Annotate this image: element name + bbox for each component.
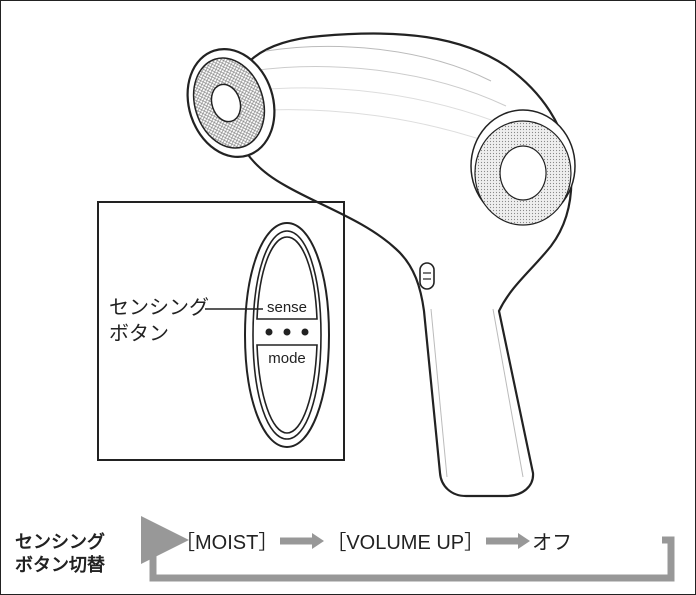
switch-row-title: センシング ボタン切替 — [1, 531, 141, 578]
flow-state-2: オフ — [532, 526, 572, 555]
leader-line — [1, 1, 696, 511]
arrow-icon — [278, 532, 326, 550]
switch-row-title-line1: センシング — [15, 532, 105, 552]
flow-state-1: ［VOLUME UP］ — [326, 526, 484, 555]
arrow-icon — [484, 532, 532, 550]
flow-diagram: ［MOIST］ ［VOLUME UP］ オフ — [141, 514, 695, 594]
switch-row: センシング ボタン切替 ［MOIST］ ［VOL — [1, 514, 695, 594]
flow-state-0: ［MOIST］ — [175, 526, 278, 555]
diagram-container: sense mode センシング ボタン センシング ボタン切替 — [0, 0, 696, 595]
diagram-area: sense mode センシング ボタン — [1, 1, 695, 511]
flow-labels: ［MOIST］ ［VOLUME UP］ オフ — [141, 526, 675, 555]
switch-row-title-line2: ボタン切替 — [15, 555, 105, 575]
